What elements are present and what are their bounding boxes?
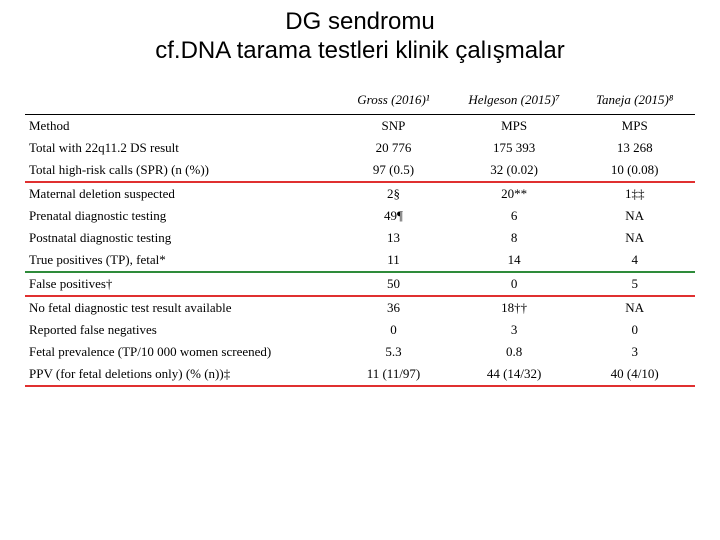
col-header-2: Helgeson (2015)⁷ <box>454 86 575 115</box>
title-line-1: DG sendromu <box>0 8 720 37</box>
table-row: Maternal deletion suspected 2§ 20** 1‡‡ <box>25 182 695 205</box>
cell: 14 <box>454 249 575 272</box>
cell: 4 <box>574 249 695 272</box>
cell: NA <box>574 227 695 249</box>
cell-label: Maternal deletion suspected <box>25 182 333 205</box>
cell-label: Fetal prevalence (TP/10 000 women screen… <box>25 341 333 363</box>
cell: 5 <box>574 272 695 296</box>
cell: SNP <box>333 114 454 137</box>
cell-label: PPV (for fetal deletions only) (% (n))‡ <box>25 363 333 386</box>
cell: 50 <box>333 272 454 296</box>
table-row: False positives† 50 0 5 <box>25 272 695 296</box>
cell-label: Prenatal diagnostic testing <box>25 205 333 227</box>
cell: 13 268 <box>574 137 695 159</box>
data-table: Gross (2016)¹ Helgeson (2015)⁷ Taneja (2… <box>25 86 695 387</box>
cell: 3 <box>454 319 575 341</box>
cell: 0 <box>333 319 454 341</box>
cell-label: Total high-risk calls (SPR) (n (%)) <box>25 159 333 182</box>
table-row: Reported false negatives 0 3 0 <box>25 319 695 341</box>
cell-label: False positives† <box>25 272 333 296</box>
cell: 18†† <box>454 296 575 319</box>
title-line-2: cf.DNA tarama testleri klinik çalışmalar <box>0 37 720 66</box>
cell: 3 <box>574 341 695 363</box>
cell: 49¶ <box>333 205 454 227</box>
col-header-1: Gross (2016)¹ <box>333 86 454 115</box>
col-header-3: Taneja (2015)⁸ <box>574 86 695 115</box>
cell: 10 (0.08) <box>574 159 695 182</box>
cell: 0 <box>454 272 575 296</box>
cell: 97 (0.5) <box>333 159 454 182</box>
page-title: DG sendromu cf.DNA tarama testleri klini… <box>0 0 720 86</box>
table-row: No fetal diagnostic test result availabl… <box>25 296 695 319</box>
cell: 175 393 <box>454 137 575 159</box>
table-row: Postnatal diagnostic testing 13 8 NA <box>25 227 695 249</box>
table-row: Prenatal diagnostic testing 49¶ 6 NA <box>25 205 695 227</box>
cell: 1‡‡ <box>574 182 695 205</box>
cell: 20** <box>454 182 575 205</box>
cell: 5.3 <box>333 341 454 363</box>
cell: MPS <box>454 114 575 137</box>
table-row: PPV (for fetal deletions only) (% (n))‡ … <box>25 363 695 386</box>
table-body: Method SNP MPS MPS Total with 22q11.2 DS… <box>25 114 695 386</box>
cell: 44 (14/32) <box>454 363 575 386</box>
cell-label: Method <box>25 114 333 137</box>
cell: NA <box>574 205 695 227</box>
cell-label: Total with 22q11.2 DS result <box>25 137 333 159</box>
cell-label: True positives (TP), fetal* <box>25 249 333 272</box>
cell: 40 (4/10) <box>574 363 695 386</box>
cell: 0 <box>574 319 695 341</box>
cell: 13 <box>333 227 454 249</box>
cell: MPS <box>574 114 695 137</box>
table-row: Total with 22q11.2 DS result 20 776 175 … <box>25 137 695 159</box>
cell: 32 (0.02) <box>454 159 575 182</box>
cell: NA <box>574 296 695 319</box>
cell: 2§ <box>333 182 454 205</box>
cell-label: Reported false negatives <box>25 319 333 341</box>
cell: 8 <box>454 227 575 249</box>
cell: 0.8 <box>454 341 575 363</box>
table-container: Gross (2016)¹ Helgeson (2015)⁷ Taneja (2… <box>0 86 720 387</box>
table-row: Method SNP MPS MPS <box>25 114 695 137</box>
table-header: Gross (2016)¹ Helgeson (2015)⁷ Taneja (2… <box>25 86 695 115</box>
cell-label: Postnatal diagnostic testing <box>25 227 333 249</box>
cell: 6 <box>454 205 575 227</box>
table-row: Fetal prevalence (TP/10 000 women screen… <box>25 341 695 363</box>
cell: 20 776 <box>333 137 454 159</box>
table-row: True positives (TP), fetal* 11 14 4 <box>25 249 695 272</box>
cell: 36 <box>333 296 454 319</box>
col-header-0 <box>25 86 333 115</box>
cell: 11 (11/97) <box>333 363 454 386</box>
cell: 11 <box>333 249 454 272</box>
cell-label: No fetal diagnostic test result availabl… <box>25 296 333 319</box>
table-row: Total high-risk calls (SPR) (n (%)) 97 (… <box>25 159 695 182</box>
